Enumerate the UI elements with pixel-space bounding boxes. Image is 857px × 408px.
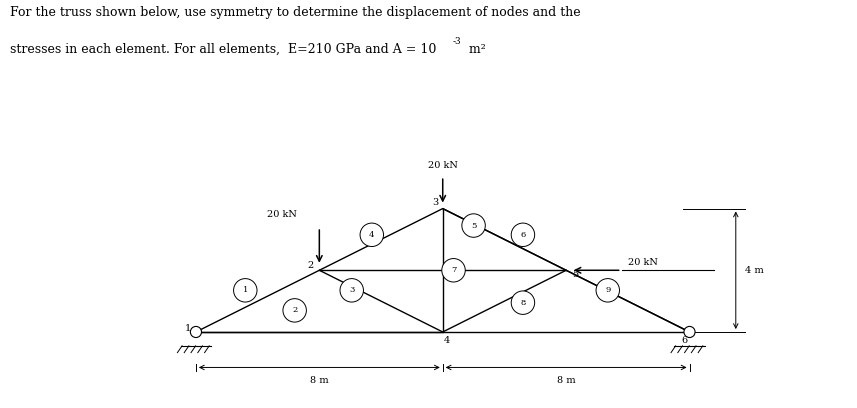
Circle shape — [684, 326, 695, 337]
Text: 2: 2 — [307, 261, 313, 270]
Text: 8 m: 8 m — [557, 376, 575, 385]
Text: 3: 3 — [432, 198, 438, 207]
Circle shape — [283, 299, 306, 322]
Circle shape — [596, 279, 620, 302]
Text: 8 m: 8 m — [310, 376, 328, 385]
Text: 20 kN: 20 kN — [428, 161, 458, 170]
Circle shape — [512, 291, 535, 315]
Text: -3: -3 — [452, 37, 462, 46]
Text: 1: 1 — [243, 286, 248, 294]
Circle shape — [442, 259, 465, 282]
Text: 8: 8 — [520, 299, 525, 307]
Circle shape — [462, 214, 485, 237]
Text: For the truss shown below, use symmetry to determine the displacement of nodes a: For the truss shown below, use symmetry … — [10, 6, 581, 19]
Circle shape — [190, 326, 201, 337]
Text: 2: 2 — [292, 306, 297, 315]
Text: 5: 5 — [470, 222, 476, 230]
Text: stresses in each element. For all elements,  E=210 GPa and A = 10: stresses in each element. For all elemen… — [10, 43, 437, 56]
Text: 4 m: 4 m — [745, 266, 764, 275]
Circle shape — [234, 279, 257, 302]
Text: 5: 5 — [572, 271, 578, 279]
Text: 1: 1 — [185, 324, 191, 333]
Text: m²: m² — [465, 43, 486, 56]
Text: 6: 6 — [682, 336, 688, 345]
Text: 20 kN: 20 kN — [267, 211, 297, 220]
Text: 3: 3 — [349, 286, 355, 294]
Text: 4: 4 — [444, 336, 451, 345]
Circle shape — [360, 223, 383, 246]
Text: 4: 4 — [369, 231, 375, 239]
Text: 20 kN: 20 kN — [628, 258, 657, 267]
Text: 6: 6 — [520, 231, 525, 239]
Text: 7: 7 — [451, 266, 456, 274]
Text: 9: 9 — [605, 286, 610, 294]
Circle shape — [512, 223, 535, 246]
Circle shape — [340, 279, 363, 302]
